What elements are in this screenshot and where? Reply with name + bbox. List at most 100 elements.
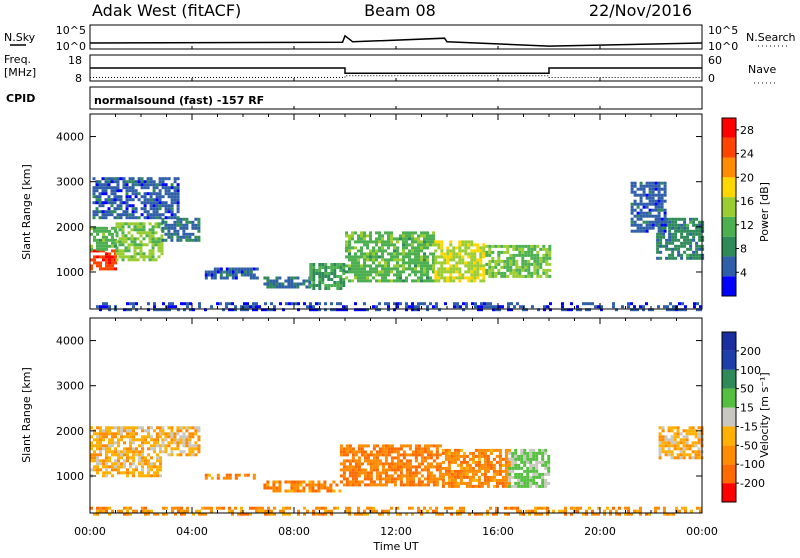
power-cell-8	[417, 237, 420, 241]
velocity-cell-8	[648, 512, 651, 516]
power-cell-4	[152, 210, 156, 214]
power-cell-4	[176, 207, 180, 211]
velocity-cell-3	[296, 486, 300, 490]
power-cell-8	[387, 258, 390, 262]
velocity-cell-0	[153, 444, 156, 448]
power-cell-8	[393, 279, 396, 283]
velocity-cell-8	[657, 506, 660, 510]
velocity-cell-4	[396, 477, 400, 481]
velocity-cell-8	[699, 509, 702, 513]
velocity-cell-8	[540, 512, 543, 516]
velocity-ytick-label-1: 3000	[56, 380, 84, 393]
velocity-cell-4	[426, 471, 430, 475]
power-ytick-label-3: 1000	[56, 266, 84, 279]
power-cell-8	[378, 264, 381, 268]
velocity-cell-1	[185, 441, 189, 445]
velocity-cell-8	[237, 512, 240, 516]
velocity-cell-0	[135, 450, 138, 454]
velocity-cell-7	[691, 456, 695, 460]
power-cell-13	[645, 302, 648, 306]
velocity-cell-0	[111, 435, 114, 439]
velocity-cell-4	[378, 462, 382, 466]
power-cell-8	[363, 267, 366, 271]
power-cell-8	[351, 246, 354, 250]
power-cell-4	[110, 180, 114, 184]
velocity-cell-4	[432, 444, 436, 448]
power-cell-11	[656, 256, 660, 260]
velocity-cell-0	[126, 435, 129, 439]
power-cell-10	[512, 247, 516, 251]
power-cell-8	[396, 249, 399, 253]
power-cell-13	[393, 302, 396, 306]
power-cell-3	[194, 238, 198, 242]
power-cell-9	[434, 240, 438, 244]
velocity-cell-6	[529, 454, 533, 458]
power-cell-13	[426, 308, 429, 312]
velocity-cell-0	[126, 459, 129, 463]
velocity-cell-3	[302, 489, 306, 493]
velocity-cell-8	[540, 506, 543, 510]
velocity-cell-7	[694, 435, 698, 439]
power-cell-4	[92, 189, 96, 193]
velocity-cell-4	[414, 453, 418, 457]
power-cell-3	[179, 238, 183, 242]
power-cell-13	[597, 305, 600, 309]
power-cell-4	[152, 180, 156, 184]
freq-series-line	[90, 67, 702, 74]
velocity-cell-0	[120, 456, 123, 460]
power-cell-8	[408, 243, 411, 247]
velocity-cell-8	[303, 512, 306, 516]
power-cell-11	[659, 235, 663, 239]
power-cell-8	[414, 249, 417, 253]
power-cell-10	[536, 253, 540, 257]
velocity-cell-5	[501, 475, 505, 479]
velocity-cell-1	[194, 441, 198, 445]
power-cell-13	[243, 302, 246, 306]
power-cell-9	[455, 252, 459, 256]
velocity-cell-8	[510, 506, 513, 510]
power-cell-4	[116, 189, 120, 193]
power-cell-8	[366, 279, 369, 283]
power-cell-13	[129, 302, 132, 306]
velocity-cell-4	[408, 447, 412, 451]
velocity-cell-0	[126, 447, 129, 451]
velocity-cell-6	[520, 457, 524, 461]
power-cell-12	[633, 193, 637, 197]
velocity-cell-0	[90, 435, 93, 439]
power-cell-13	[354, 302, 357, 306]
velocity-cell-8	[417, 509, 420, 513]
power-cell-8	[348, 279, 351, 283]
power-cell-13	[108, 305, 111, 309]
power-cell-13	[240, 305, 243, 309]
power-cell-13	[363, 308, 366, 312]
power-cell-2	[130, 240, 134, 244]
power-cell-4	[164, 210, 168, 214]
power-cell-8	[363, 273, 366, 277]
velocity-cell-8	[546, 512, 549, 516]
velocity-cell-6	[523, 469, 527, 473]
velocity-cell-0	[159, 435, 162, 439]
power-cell-3	[197, 223, 201, 227]
velocity-cell-0	[159, 459, 162, 463]
velocity-cell-4	[405, 477, 409, 481]
power-cell-10	[521, 265, 525, 269]
power-cell-4	[95, 189, 99, 193]
velocity-cell-1	[182, 435, 186, 439]
power-cell-2	[133, 237, 137, 241]
velocity-cell-4	[360, 462, 364, 466]
velocity-cell-8	[198, 509, 201, 513]
velocity-cell-7	[667, 447, 671, 451]
power-cell-2	[151, 243, 155, 247]
power-cell-10	[488, 250, 492, 254]
power-cell-8	[423, 264, 426, 268]
velocity-cell-5	[450, 454, 454, 458]
velocity-cell-7	[688, 453, 692, 457]
power-cell-5	[213, 273, 217, 277]
velocity-cell-0	[123, 453, 126, 457]
power-cell-12	[633, 199, 637, 203]
power-cell-11	[683, 229, 687, 233]
velocity-cell-4	[405, 453, 409, 457]
velocity-cell-0	[93, 456, 96, 460]
velocity-cell-8	[126, 506, 129, 510]
power-cell-10	[509, 256, 513, 260]
